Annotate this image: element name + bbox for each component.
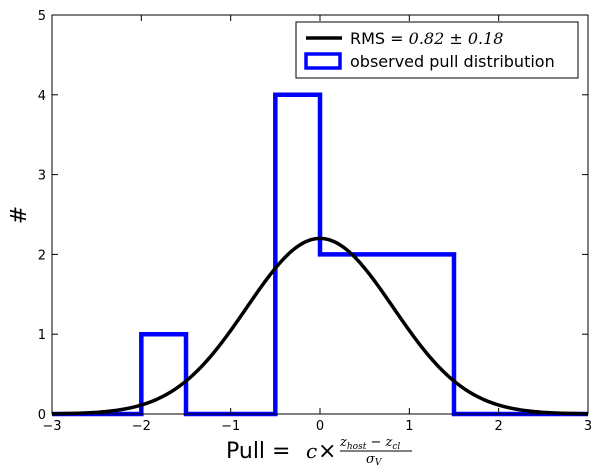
x-tick-label: −1	[221, 419, 240, 434]
num-z2: z	[384, 435, 392, 450]
x-axis-label-c: c	[306, 439, 317, 463]
legend-rms-text: RMS =	[350, 29, 409, 48]
plot-layer	[51, 92, 589, 417]
x-axis-label-times: ×	[318, 439, 336, 464]
y-tick-label: 0	[38, 408, 46, 423]
observed-pull-histogram	[52, 92, 588, 417]
y-tick-label: 2	[38, 248, 46, 263]
x-axis-label: Pull = c × zhost − zcl σV	[226, 435, 412, 465]
x-tick-label: −3	[42, 419, 61, 434]
y-axis-label: #	[7, 206, 32, 224]
den-sigma: σ	[366, 452, 376, 465]
x-tick-label: 0	[316, 419, 324, 434]
num-z1: z	[339, 435, 347, 450]
legend-entry-observed: observed pull distribution	[350, 52, 555, 71]
num-sub-cl: cl	[392, 442, 400, 452]
legend-entry-rms: RMS = 0.82 ± 0.18	[350, 29, 503, 48]
rms-gaussian-curve	[51, 236, 589, 416]
y-tick-label: 4	[38, 89, 46, 104]
num-sub-host: host	[347, 442, 367, 452]
legend-hist-swatch	[304, 52, 342, 70]
legend-rms-math: 0.82 ± 0.18	[409, 29, 504, 48]
x-axis-label-prefix: Pull =	[226, 439, 290, 464]
legend-box	[295, 21, 579, 79]
legend: RMS = 0.82 ± 0.18 observed pull distribu…	[295, 21, 579, 79]
x-tick-label: 1	[405, 419, 413, 434]
x-tick-label: −2	[132, 419, 151, 434]
axes-layer: −3 −2 −1 0 1 2 3 0 1 2 3 4 5	[38, 9, 592, 434]
x-axis-label-numerator: zhost − zcl	[339, 435, 400, 452]
y-tick-label: 1	[38, 328, 46, 343]
x-axis-label-denominator: σV	[366, 452, 383, 465]
x-tick-label: 3	[584, 419, 592, 434]
x-tick-label: 2	[495, 419, 503, 434]
y-tick-label: 3	[38, 169, 46, 184]
y-tick-label: 5	[38, 9, 46, 24]
num-minus: −	[366, 435, 385, 450]
den-sub-v: V	[375, 458, 383, 465]
